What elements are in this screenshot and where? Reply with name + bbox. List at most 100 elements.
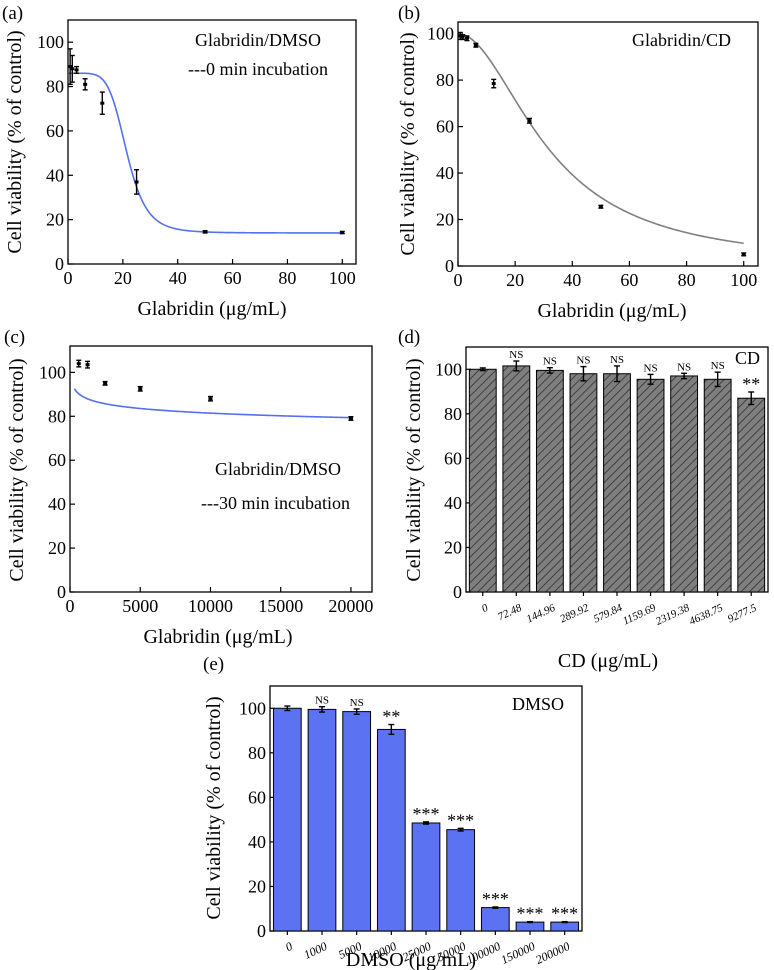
panel-b-data-point <box>741 252 747 257</box>
panel-a-fit-curve <box>68 72 343 234</box>
panel-e-bar <box>342 711 372 932</box>
panel-d-significance-label: NS <box>509 349 523 361</box>
panel-d-y-tick-label: 60 <box>444 448 462 468</box>
panel-e-bar <box>446 829 476 932</box>
panel-c-data-points <box>76 359 354 421</box>
panel-a-marker <box>100 101 105 105</box>
panel-e-y-tick-label: 100 <box>239 698 266 718</box>
panel-c-fit-curve <box>73 388 351 419</box>
panel-a-y-tick-label: 60 <box>46 121 64 141</box>
panel-c-x-tick-label: 5000 <box>122 596 158 616</box>
panel-a: (a) 0 20 40 60 80 100 0 20 40 60 80 100 Glabridin/… <box>2 3 357 320</box>
panel-a-data-point <box>134 169 140 195</box>
panel-a-marker <box>203 230 208 234</box>
panel-e-bar <box>272 707 302 932</box>
panel-b-plot-area <box>457 21 759 267</box>
panel-e-bars: 0 1000NS5000NS10000**25000***50000***1000… <box>272 695 580 967</box>
panel-d-bar <box>569 373 598 593</box>
panel-b-marker <box>473 43 478 47</box>
panel-a-x-tick-label: 0 <box>64 268 73 288</box>
panel-a-inset-label: Glabridin/DMSO <box>195 30 321 50</box>
panel-b-data-point <box>473 42 479 48</box>
panel-c-data-point <box>137 385 143 392</box>
panel-b-y-tick-label: 60 <box>436 117 454 137</box>
panel-e-y-tick-label: 40 <box>248 832 266 852</box>
panel-c-y-tick-label: 80 <box>48 406 66 426</box>
panel-a-y-axis: 0 20 40 60 80 100 <box>37 32 73 274</box>
panel-b-fit-curve <box>458 32 744 245</box>
panel-d-y-axis-title: Cell viability (% of control) <box>403 358 425 581</box>
panel-a-marker <box>83 82 88 86</box>
panel-a-data-point <box>202 230 208 234</box>
panel-b-x-tick-label: 20 <box>506 270 524 290</box>
panel-d-x-axis-title: CD (μg/mL) <box>558 650 658 672</box>
panel-a-data-point <box>99 91 105 115</box>
panel-a-marker <box>340 231 345 235</box>
panel-d-bar <box>535 369 564 593</box>
panel-d-significance-label: NS <box>576 355 590 367</box>
panel-a-inset-sublabel: ---0 min incubation <box>188 59 328 79</box>
panel-b-data-point <box>598 204 604 209</box>
panel-b-y-tick-label: 0 <box>445 256 454 276</box>
panel-c-y-axis: 0 20 40 60 80 100 <box>39 362 75 602</box>
panel-e-bar <box>480 907 510 932</box>
panel-b-marker <box>464 36 469 40</box>
panel-c-x-tick-label: 0 <box>66 596 75 616</box>
panel-b-marker <box>458 34 463 38</box>
panel-c-marker <box>208 397 213 401</box>
panel-b-x-tick-label: 40 <box>563 270 581 290</box>
panel-e-significance-label: *** <box>551 904 578 924</box>
panel-d-significance-label: ** <box>742 374 760 394</box>
panel-c-x-tick-label: 20000 <box>328 596 373 616</box>
panel-d-y-tick-label: 40 <box>444 493 462 513</box>
panel-d-x-tick-label: 9277.5 <box>726 602 759 626</box>
panel-d-significance-label: NS <box>677 361 691 373</box>
panel-d-bar <box>636 378 665 593</box>
panel-a-x-tick-label: 100 <box>329 268 356 288</box>
panel-c: (c) 0 20 40 60 80 100 0 5000 10000 15000 20000 Gl… <box>4 327 373 648</box>
panel-b-data-point <box>459 34 465 41</box>
panel-c-data-point <box>207 395 213 402</box>
panel-b-letter: (b) <box>398 3 420 24</box>
panel-b-inset-label: Glabridin/CD <box>632 30 731 50</box>
panel-d-y-tick-label: 20 <box>444 537 462 557</box>
panel-b: (b) 0 20 40 60 80 100 0 20 40 60 80 100 Glabridin/… <box>397 3 759 322</box>
panel-c-inset-sublabel: ---30 min incubation <box>201 493 350 513</box>
panel-d-x-tick-label: 579.84 <box>592 602 625 626</box>
panel-e-significance-label: ** <box>382 707 400 727</box>
panel-b-x-tick-label: 60 <box>620 270 638 290</box>
panel-e-y-tick-label: 80 <box>248 743 266 763</box>
panel-e-significance-label: NS <box>315 695 329 707</box>
panel-e-significance-label: *** <box>517 904 544 924</box>
panel-c-x-tick-label: 10000 <box>188 596 233 616</box>
panel-a-x-tick-label: 80 <box>278 268 296 288</box>
panel-b-x-axis-title: Glabridin (μg/mL) <box>537 300 686 322</box>
panel-a-x-tick-label: 20 <box>114 268 132 288</box>
panel-d-bar <box>703 378 732 593</box>
panel-a-plot-area <box>67 19 357 265</box>
panel-b-marker <box>741 252 746 256</box>
panel-b-y-tick-label: 20 <box>436 210 454 230</box>
panel-e-y-tick-label: 0 <box>257 921 266 941</box>
panel-b-x-tick-label: 0 <box>454 270 463 290</box>
panel-c-y-tick-label: 40 <box>48 494 66 514</box>
panel-d-x-tick-label: 4638.75 <box>687 602 725 628</box>
panel-b-x-tick-label: 100 <box>730 270 757 290</box>
panel-d-x-tick-label: 144.96 <box>525 602 558 626</box>
panel-a-y-tick-label: 0 <box>55 254 64 274</box>
panel-b-data-point <box>491 78 497 89</box>
panel-a-y-tick-label: 100 <box>37 32 64 52</box>
panel-e-bar <box>411 822 441 932</box>
panel-c-y-tick-label: 20 <box>48 538 66 558</box>
panel-c-y-tick-label: 0 <box>57 582 66 602</box>
panel-c-marker <box>76 362 81 366</box>
panel-a-x-axis-title: Glabridin (μg/mL) <box>137 298 286 320</box>
panel-d-x-tick-label: 2319.38 <box>654 602 692 628</box>
panel-d-bar <box>737 397 766 593</box>
panel-a-x-tick-label: 40 <box>169 268 187 288</box>
panel-a-y-tick-label: 40 <box>46 165 64 185</box>
panel-a-marker <box>68 65 73 69</box>
panel-e-x-tick-label: 200000 <box>533 939 572 967</box>
